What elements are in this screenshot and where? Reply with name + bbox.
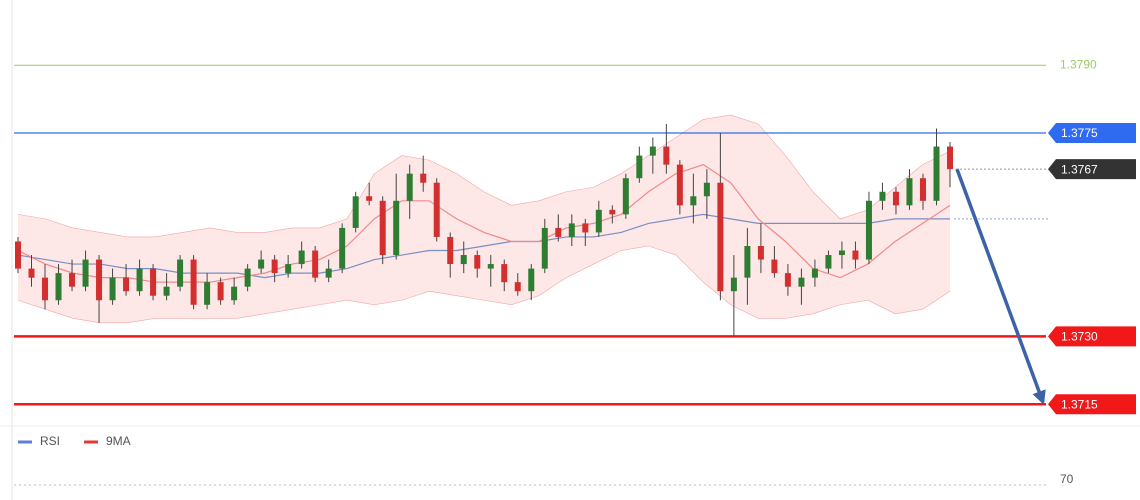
candle-body: [919, 178, 926, 201]
candle-body: [730, 277, 737, 292]
candle-body: [852, 250, 859, 260]
band-upper: [17, 114, 951, 238]
legend-label: RSI: [40, 434, 60, 448]
candle-body: [528, 268, 535, 292]
candle-body: [906, 178, 913, 206]
candle-body: [258, 259, 265, 269]
candle-body: [123, 277, 130, 292]
band-lower: [17, 245, 951, 324]
candle-body: [609, 209, 616, 215]
candle-body: [150, 268, 157, 296]
candle-body: [339, 227, 346, 269]
candle-body: [798, 277, 805, 287]
level-label: 1.3730: [1061, 330, 1098, 344]
forecast-arrow: [955, 168, 1046, 405]
candle-body: [541, 227, 548, 269]
candle-body: [204, 282, 211, 305]
candle-body: [352, 196, 359, 228]
candle-body: [420, 173, 427, 183]
candle-body: [82, 259, 89, 287]
candle-body: [433, 182, 440, 237]
candle-body: [595, 209, 602, 233]
candle-body: [717, 182, 724, 292]
candle-body: [825, 255, 832, 269]
bollinger-band: [18, 114, 950, 323]
candle-body: [109, 277, 116, 301]
candle-body: [892, 191, 899, 206]
candle-body: [244, 268, 251, 287]
candle-body: [69, 273, 76, 287]
candle-body: [811, 268, 818, 278]
candle-body: [757, 246, 764, 260]
level-badge: [1048, 123, 1136, 143]
candle-body: [163, 286, 170, 296]
candle-body: [460, 255, 467, 265]
candle-body: [703, 182, 710, 197]
candle-body: [838, 250, 845, 256]
candle-body: [676, 164, 683, 206]
moving-average: [17, 163, 951, 283]
candle-body: [568, 223, 575, 237]
candle-body: [42, 277, 49, 301]
candle-body: [784, 273, 791, 287]
moving-average: [17, 213, 950, 279]
candle-body: [514, 282, 521, 292]
candle-body: [177, 259, 184, 287]
candle-body: [501, 264, 508, 283]
level-label: 1.3767: [1061, 162, 1098, 176]
level-badge: [1048, 394, 1136, 415]
candle-body: [947, 146, 953, 170]
candle-body: [474, 255, 481, 269]
candle-body: [663, 146, 670, 165]
level-label: 1.3715: [1061, 397, 1098, 411]
candle-body: [298, 250, 305, 265]
candle-body: [217, 282, 224, 301]
candle-body: [231, 286, 238, 301]
candle-body: [622, 178, 629, 215]
candle-body: [690, 196, 697, 206]
rsi-tick-label: 70: [1060, 472, 1074, 486]
candle-body: [393, 200, 400, 256]
legend-label: 9MA: [106, 434, 131, 448]
level-badge: [1048, 326, 1136, 347]
candle-body: [649, 146, 656, 156]
candle-body: [406, 173, 413, 201]
candle-body: [190, 259, 197, 305]
candle-body: [312, 250, 319, 278]
candle-body: [366, 196, 373, 201]
candle-body: [771, 259, 778, 274]
candle-body: [28, 268, 35, 278]
candle-body: [933, 146, 940, 201]
candle-body: [447, 236, 454, 265]
candle-body: [271, 259, 278, 274]
level-badge: [1048, 159, 1136, 180]
candle-body: [325, 268, 332, 278]
candle-body: [865, 200, 872, 260]
level-label: 1.3790: [1060, 57, 1097, 71]
candle-body: [15, 241, 21, 269]
candle-body: [285, 264, 292, 274]
candle-body: [879, 191, 886, 201]
candle-body: [744, 246, 751, 278]
candle-body: [582, 223, 589, 233]
candle-body: [96, 259, 103, 301]
candle-body: [555, 227, 562, 237]
level-label: 1.3775: [1061, 126, 1098, 140]
candle-body: [55, 273, 62, 301]
candle-body: [136, 268, 143, 292]
candle-body: [487, 264, 494, 269]
candle-body: [636, 155, 643, 179]
candle-body: [379, 200, 386, 256]
